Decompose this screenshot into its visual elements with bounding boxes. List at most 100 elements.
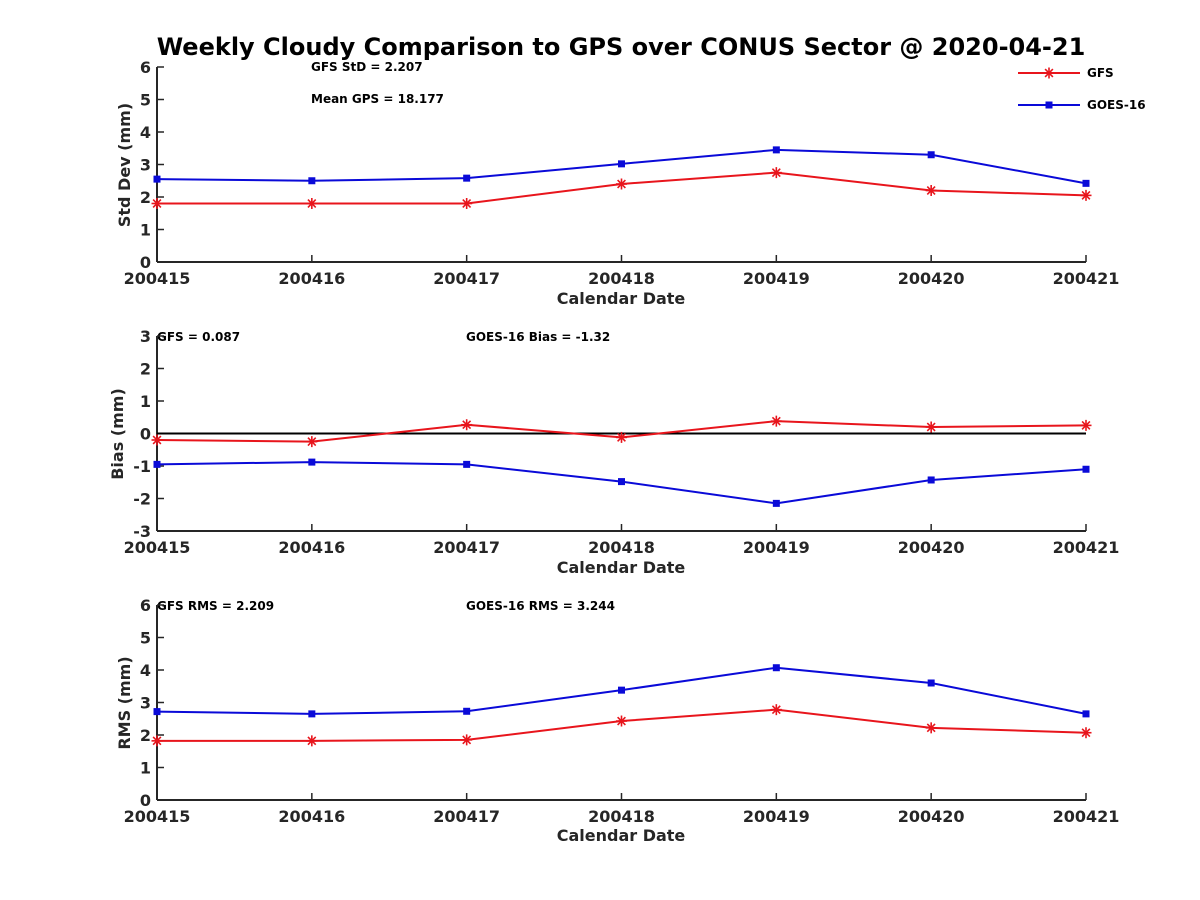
bias-y-tick-label: -1 bbox=[133, 457, 151, 476]
rms-point-goes16 bbox=[927, 679, 935, 687]
bias-point-goes16 bbox=[618, 478, 625, 486]
bias-point-gfs bbox=[151, 434, 163, 446]
rms-y-tick-label: 3 bbox=[140, 694, 151, 713]
bias-xlabel: Calendar Date bbox=[557, 558, 686, 577]
std-dev-point-gfs bbox=[461, 198, 473, 209]
rms-y-tick-label: 2 bbox=[140, 726, 151, 745]
bias-y-tick-label: 0 bbox=[140, 425, 151, 444]
std-dev-point-goes16 bbox=[927, 151, 935, 159]
rms-point-goes16 bbox=[308, 710, 316, 718]
rms-y-tick-label: 0 bbox=[140, 791, 151, 810]
bias-y-tick-label: -2 bbox=[133, 490, 151, 509]
bias-point-gfs bbox=[461, 419, 473, 431]
bias-point-goes16 bbox=[1082, 465, 1090, 473]
rms-panel: GFS RMS = 2.209 GOES-16 RMS = 3.244 Cale… bbox=[115, 596, 1119, 845]
bias-x-tick-label: 200417 bbox=[433, 538, 500, 557]
std-dev-y-tick-label: 1 bbox=[140, 221, 151, 240]
rms-point-gfs bbox=[151, 735, 163, 747]
rms-x-tick-label: 200415 bbox=[124, 807, 191, 826]
rms-y-tick-label: 4 bbox=[140, 661, 151, 680]
bias-point-goes16 bbox=[153, 460, 161, 468]
rms-point-goes16 bbox=[153, 708, 161, 716]
std-dev-y-tick-label: 4 bbox=[140, 123, 151, 142]
std-dev-x-tick-label: 200418 bbox=[588, 269, 655, 288]
std-dev-point-goes16 bbox=[308, 177, 316, 185]
bias-point-gfs bbox=[616, 431, 627, 443]
bias-point-gfs bbox=[925, 421, 937, 433]
rms-annotation-gfs: GFS RMS = 2.209 bbox=[157, 599, 274, 613]
std-dev-panel: GFS StD = 2.207 Mean GPS = 18.177 Calend… bbox=[115, 58, 1119, 308]
std-dev-point-goes16 bbox=[618, 160, 625, 168]
std-dev-annotation-mean: Mean GPS = 18.177 bbox=[311, 92, 444, 106]
bias-point-goes16 bbox=[927, 476, 935, 484]
rms-point-gfs bbox=[925, 722, 937, 734]
bias-point-goes16 bbox=[772, 499, 780, 507]
rms-point-goes16 bbox=[463, 707, 471, 715]
bias-y-tick-label: 1 bbox=[140, 392, 151, 411]
bias-annotation-gfs: GFS = 0.087 bbox=[157, 330, 240, 344]
std-dev-point-gfs bbox=[770, 167, 782, 179]
bias-x-tick-label: 200416 bbox=[278, 538, 345, 557]
rms-x-tick-label: 200416 bbox=[278, 807, 345, 826]
bias-x-tick-label: 200421 bbox=[1053, 538, 1120, 557]
rms-x-tick-label: 200418 bbox=[588, 807, 655, 826]
legend-marker-symbol bbox=[1043, 67, 1055, 79]
bias-ylabel: Bias (mm) bbox=[108, 388, 127, 480]
legend-entry-gfs: GFS bbox=[1018, 66, 1114, 80]
rms-point-gfs bbox=[306, 735, 318, 747]
legend: GFS GOES-16 bbox=[1018, 66, 1146, 112]
figure-title: Weekly Cloudy Comparison to GPS over CON… bbox=[157, 33, 1086, 61]
rms-y-tick-label: 1 bbox=[140, 759, 151, 778]
bias-x-tick-label: 200418 bbox=[588, 538, 655, 557]
bias-point-gfs bbox=[770, 415, 782, 427]
rms-y-tick-label: 6 bbox=[140, 596, 151, 615]
std-dev-point-gfs bbox=[925, 185, 937, 196]
std-dev-point-gfs bbox=[306, 198, 318, 209]
std-dev-y-tick-label: 6 bbox=[140, 58, 151, 77]
bias-y-tick-label: 2 bbox=[140, 360, 151, 379]
rms-point-gfs bbox=[461, 734, 473, 746]
std-dev-point-gfs bbox=[1080, 189, 1092, 201]
std-dev-point-goes16 bbox=[463, 174, 471, 182]
legend-marker-gfs bbox=[1043, 67, 1055, 79]
std-dev-x-tick-label: 200417 bbox=[433, 269, 500, 288]
bias-point-gfs bbox=[1080, 419, 1092, 431]
std-dev-point-gfs bbox=[151, 198, 163, 209]
std-dev-x-tick-label: 200420 bbox=[898, 269, 965, 288]
rms-point-gfs bbox=[1080, 727, 1092, 739]
std-dev-annotation-gfs: GFS StD = 2.207 bbox=[311, 60, 423, 74]
rms-ylabel: RMS (mm) bbox=[115, 656, 134, 749]
std-dev-ylabel: Std Dev (mm) bbox=[115, 103, 134, 227]
std-dev-y-tick-label: 0 bbox=[140, 253, 151, 272]
rms-x-tick-label: 200420 bbox=[898, 807, 965, 826]
std-dev-x-tick-label: 200415 bbox=[124, 269, 191, 288]
bias-y-tick-label: 3 bbox=[140, 327, 151, 346]
rms-y-tick-label: 5 bbox=[140, 629, 151, 648]
legend-marker-symbol bbox=[1045, 101, 1053, 109]
rms-x-tick-label: 200419 bbox=[743, 807, 810, 826]
std-dev-point-gfs bbox=[616, 178, 627, 190]
std-dev-x-tick-label: 200421 bbox=[1053, 269, 1120, 288]
rms-x-tick-label: 200421 bbox=[1053, 807, 1120, 826]
std-dev-x-tick-label: 200419 bbox=[743, 269, 810, 288]
rms-point-goes16 bbox=[618, 686, 625, 694]
rms-point-goes16 bbox=[1082, 710, 1090, 718]
rms-point-goes16 bbox=[772, 664, 780, 672]
bias-point-goes16 bbox=[308, 458, 316, 466]
std-dev-y-tick-label: 5 bbox=[140, 91, 151, 110]
rms-x-tick-label: 200417 bbox=[433, 807, 500, 826]
legend-label-goes16: GOES-16 bbox=[1087, 98, 1146, 112]
rms-point-gfs bbox=[770, 704, 782, 716]
rms-xlabel: Calendar Date bbox=[557, 826, 686, 845]
std-dev-y-tick-label: 3 bbox=[140, 156, 151, 175]
bias-annotation-goes16: GOES-16 Bias = -1.32 bbox=[466, 330, 610, 344]
std-dev-point-goes16 bbox=[1082, 179, 1090, 187]
legend-label-gfs: GFS bbox=[1087, 66, 1114, 80]
std-dev-x-tick-label: 200416 bbox=[278, 269, 345, 288]
std-dev-xlabel: Calendar Date bbox=[557, 289, 686, 308]
bias-y-tick-label: -3 bbox=[133, 522, 151, 541]
bias-x-tick-label: 200419 bbox=[743, 538, 810, 557]
rms-annotation-goes16: GOES-16 RMS = 3.244 bbox=[466, 599, 615, 613]
std-dev-point-goes16 bbox=[153, 175, 161, 183]
